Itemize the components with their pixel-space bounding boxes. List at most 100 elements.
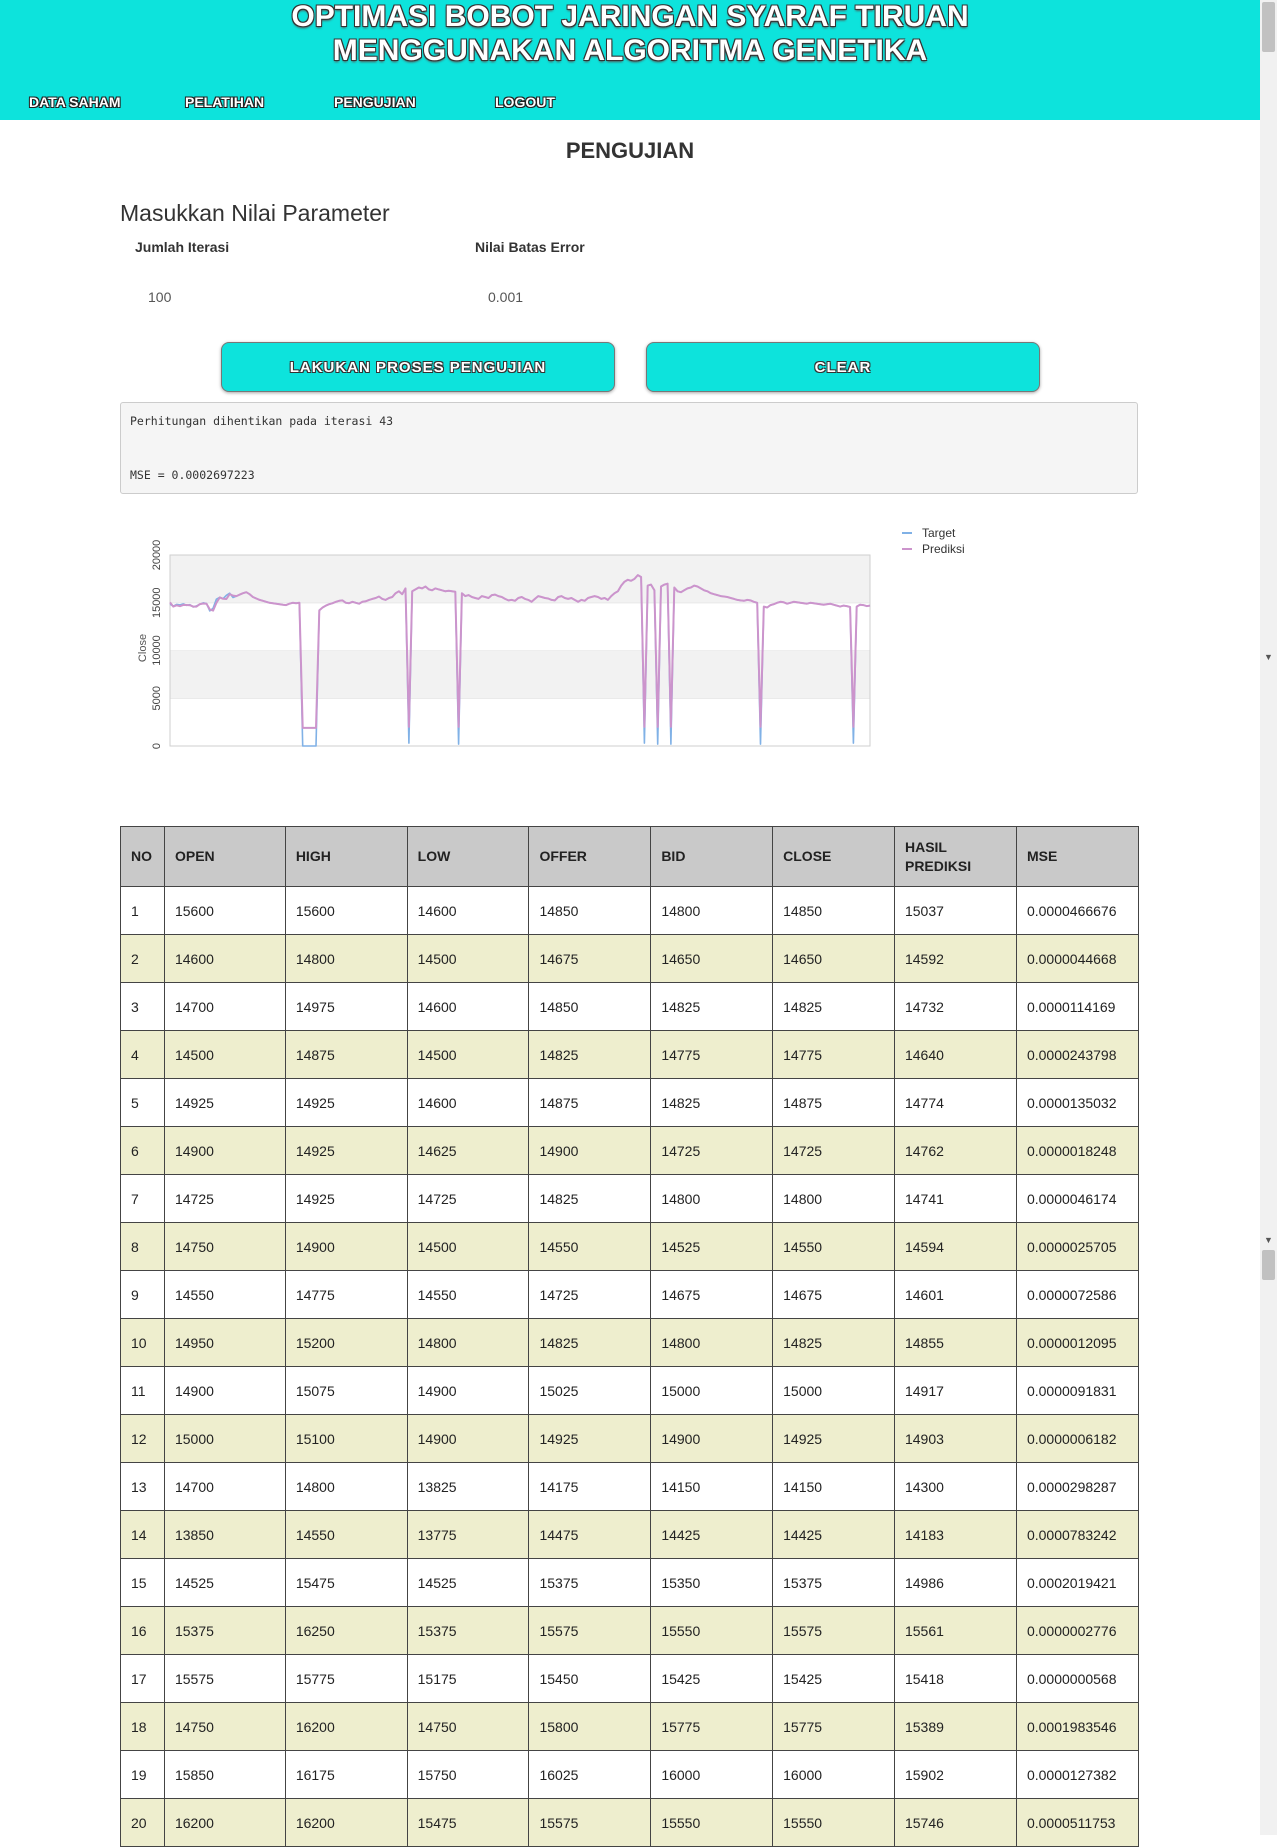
table-row: 16 15375 16250 15375 15575 15550 15575 15561 0.0…	[120, 1606, 1140, 1655]
result-mse-text: MSE = 0.0002697223	[130, 468, 255, 482]
column-header: HIGH	[284, 826, 408, 887]
table-cell: 14900	[406, 1414, 530, 1463]
table-cell: 14875	[284, 1030, 408, 1079]
table-cell: 2	[120, 934, 165, 983]
scrollbar-thumb-top[interactable]	[1262, 2, 1275, 52]
table-cell: 14500	[406, 1222, 530, 1271]
scrollbar-thumb-bottom[interactable]	[1262, 1250, 1275, 1280]
nav-logout[interactable]: LOGOUT	[495, 94, 555, 110]
batas-error-input[interactable]	[486, 284, 770, 310]
table-cell: 11	[120, 1366, 165, 1415]
table-cell: 14625	[406, 1126, 530, 1175]
column-header: CLOSE	[772, 826, 895, 887]
table-cell: 0.0000044668	[1015, 934, 1140, 983]
table-cell: 14903	[893, 1414, 1017, 1463]
table-cell: 15418	[893, 1654, 1017, 1703]
table-cell: 13775	[406, 1510, 530, 1559]
table-cell: 15575	[163, 1654, 286, 1703]
table-cell: 15075	[284, 1366, 408, 1415]
legend-target-label: Target	[922, 526, 956, 540]
table-cell: 13	[120, 1462, 165, 1511]
y-tick-label: 5000	[151, 686, 163, 710]
table-cell: 14150	[650, 1462, 774, 1511]
site-title-line2: MENGGUNAKAN ALGORITMA GENETIKA	[332, 34, 928, 67]
scroll-down-arrow-icon[interactable]: ▼	[1264, 652, 1273, 662]
table-cell: 14650	[650, 934, 774, 983]
site-title-line1: OPTIMASI BOBOT JARINGAN SYARAF TIRUAN	[291, 0, 969, 33]
table-cell: 15389	[893, 1702, 1017, 1751]
table-cell: 0.0000466676	[1015, 886, 1140, 935]
table-cell: 14550	[163, 1270, 286, 1319]
parameter-section-title: Masukkan Nilai Parameter	[120, 200, 390, 226]
table-cell: 16200	[284, 1798, 408, 1847]
table-cell: 15375	[772, 1558, 895, 1607]
table-cell: 14800	[650, 1318, 774, 1367]
table-cell: 1	[120, 886, 165, 935]
table-cell: 14850	[772, 886, 895, 935]
table-cell: 14500	[163, 1030, 286, 1079]
table-cell: 14774	[893, 1078, 1017, 1127]
table-cell: 14650	[772, 934, 895, 983]
table-cell: 15425	[650, 1654, 774, 1703]
table-cell: 15	[120, 1558, 165, 1607]
table-cell: 14986	[893, 1558, 1017, 1607]
table-cell: 15475	[284, 1558, 408, 1607]
table-cell: 14600	[406, 982, 530, 1031]
table-cell: 7	[120, 1174, 165, 1223]
y-tick-label: 20000	[151, 540, 163, 571]
result-output: Perhitungan dihentikan pada iterasi 43 M…	[120, 402, 1138, 494]
table-cell: 14640	[893, 1030, 1017, 1079]
table-cell: 0.0000298287	[1015, 1462, 1140, 1511]
table-cell: 14525	[163, 1558, 286, 1607]
table-cell: 15000	[650, 1366, 774, 1415]
table-cell: 14900	[163, 1366, 286, 1415]
table-cell: 15600	[163, 886, 286, 935]
table-cell: 14750	[163, 1222, 286, 1271]
column-header: NO	[120, 826, 165, 887]
table-cell: 15037	[893, 886, 1017, 935]
table-cell: 15550	[650, 1798, 774, 1847]
table-cell: 14500	[406, 1030, 530, 1079]
iterasi-input[interactable]	[146, 284, 430, 310]
table-cell: 14825	[528, 1030, 652, 1079]
table-cell: 0.0000046174	[1015, 1174, 1140, 1223]
table-cell: 14800	[406, 1318, 530, 1367]
column-header: LOW	[406, 826, 530, 887]
table-cell: 15775	[772, 1702, 895, 1751]
series-line-prediksi	[169, 574, 871, 729]
table-cell: 14700	[163, 982, 286, 1031]
grid-band	[170, 650, 870, 699]
clear-button[interactable]: CLEAR	[646, 342, 1040, 392]
table-cell: 15425	[772, 1654, 895, 1703]
table-cell: 14525	[406, 1558, 530, 1607]
table-cell: 14850	[528, 982, 652, 1031]
nav-data-saham[interactable]: DATA SAHAM	[29, 94, 121, 110]
table-cell: 16200	[284, 1702, 408, 1751]
table-cell: 18	[120, 1702, 165, 1751]
table-row: 14 13850 14550 13775 14475 14425 14425 14183 0.0…	[120, 1510, 1140, 1559]
table-cell: 6	[120, 1126, 165, 1175]
table-cell: 14500	[406, 934, 530, 983]
iterasi-label: Jumlah Iterasi	[135, 239, 230, 255]
proses-pengujian-button[interactable]: LAKUKAN PROSES PENGUJIAN	[221, 342, 615, 392]
table-cell: 14725	[406, 1174, 530, 1223]
nav-pengujian[interactable]: PENGUJIAN	[334, 94, 416, 110]
table-cell: 14	[120, 1510, 165, 1559]
table-cell: 4	[120, 1030, 165, 1079]
table-cell: 9	[120, 1270, 165, 1319]
table-cell: 15746	[893, 1798, 1017, 1847]
table-row: 8 14750 14900 14500 14550 14525 14550 14594 0.00…	[120, 1222, 1140, 1271]
nav-pelatihan[interactable]: PELATIHAN	[185, 94, 265, 110]
page-title: PENGUJIAN	[565, 138, 695, 163]
table-cell: 0.0000000568	[1015, 1654, 1140, 1703]
table-cell: 14800	[650, 886, 774, 935]
table-row: 19 15850 16175 15750 16025 16000 16000 15902 0.0…	[120, 1750, 1140, 1799]
page-scrollbar[interactable]: ▼ ▼	[1260, 0, 1277, 1835]
table-cell: 8	[120, 1222, 165, 1271]
chart-legend: Target Prediksi	[902, 526, 965, 556]
scroll-down-arrow-icon-lower[interactable]: ▼	[1264, 1235, 1273, 1245]
table-cell: 15200	[284, 1318, 408, 1367]
table-cell: 14601	[893, 1270, 1017, 1319]
grid-band	[170, 555, 870, 603]
table-cell: 0.0000135032	[1015, 1078, 1140, 1127]
